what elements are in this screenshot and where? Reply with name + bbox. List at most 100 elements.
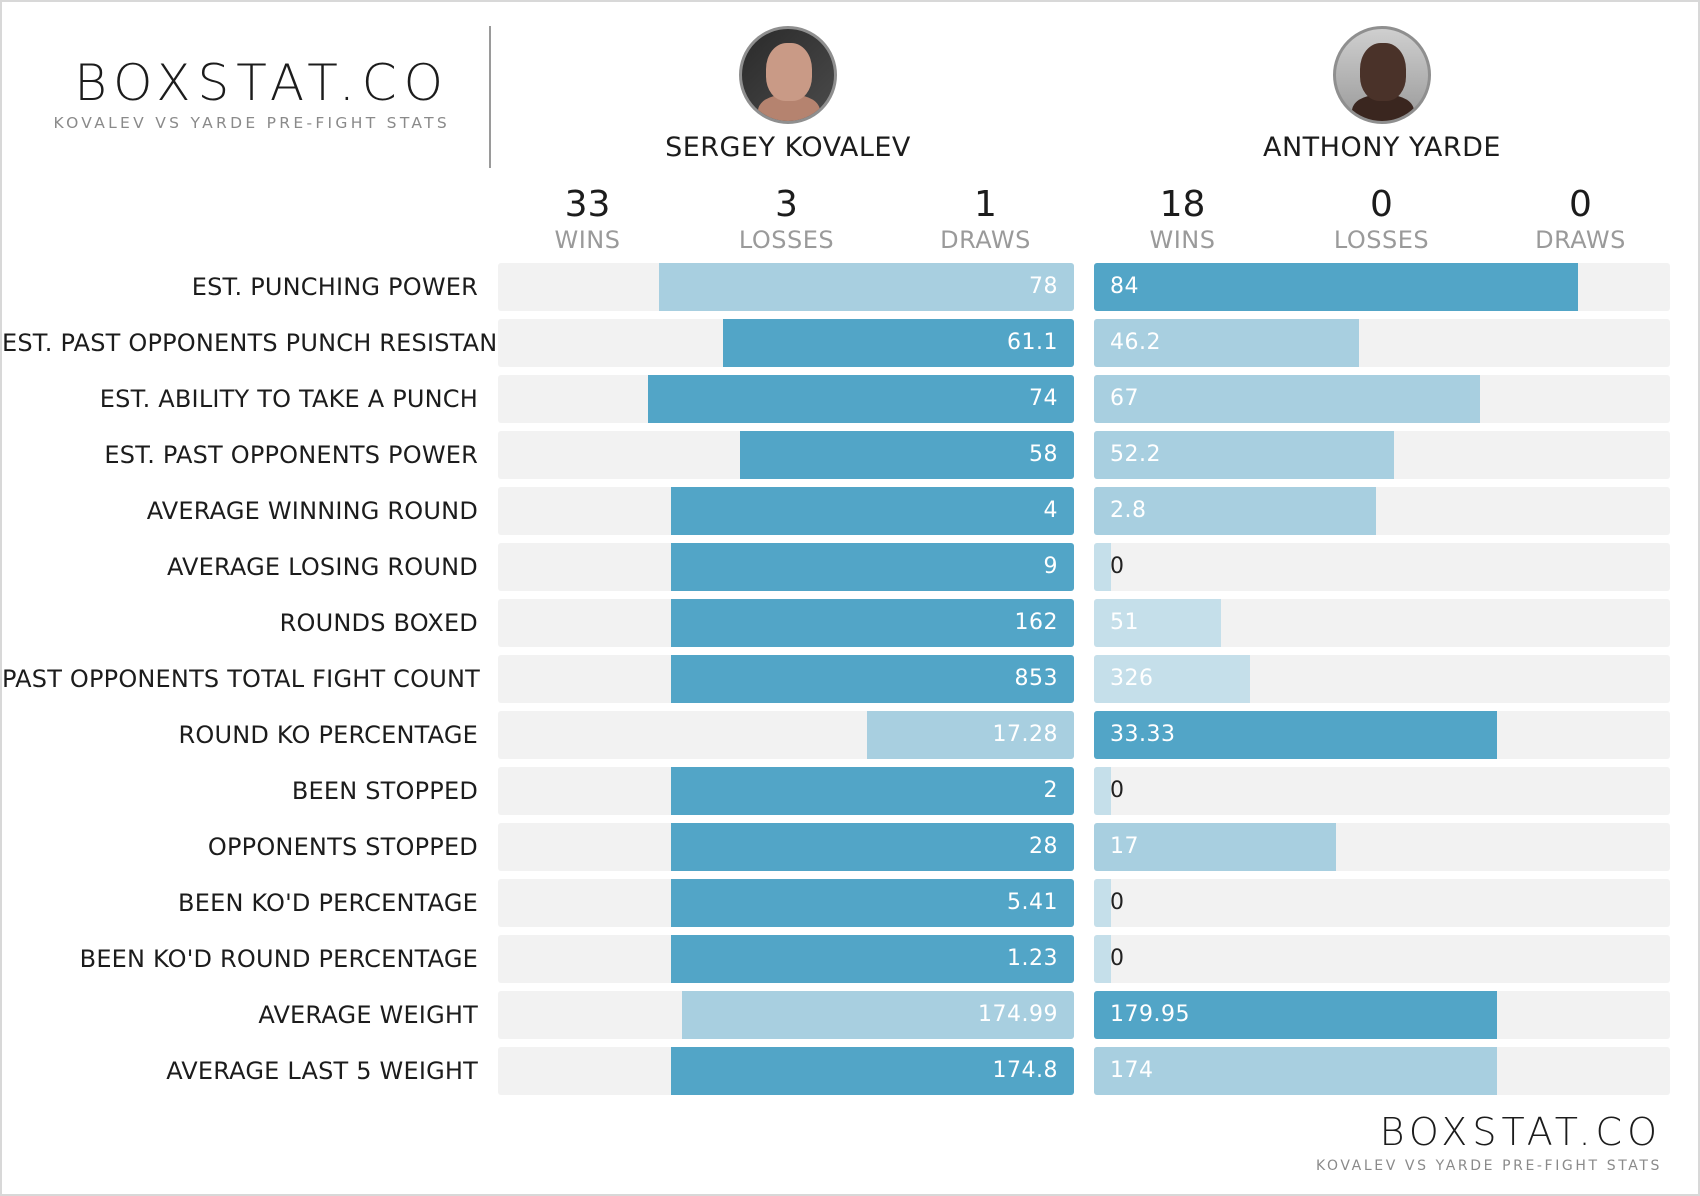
bar [1094, 991, 1497, 1039]
stat-label: EST. ABILITY TO TAKE A PUNCH [99, 385, 478, 413]
footer-title: BOXSTAT.CO [1379, 1110, 1662, 1154]
fighter-portrait-icon [739, 26, 837, 124]
bar-value-label: 853 [1014, 666, 1058, 691]
brand-footer: BOXSTAT.CO KOVALEV VS YARDE PRE-FIGHT ST… [1316, 1110, 1662, 1174]
stat-row: EST. PUNCHING POWER 78 84 [2, 263, 1700, 311]
record-yarde-wins: 18 WINS [1083, 185, 1282, 255]
stat-row: ROUNDS BOXED 162 51 [2, 599, 1700, 647]
bar [671, 487, 1074, 535]
bar-value-label: 5.41 [1007, 890, 1058, 915]
stat-label: BEEN KO'D PERCENTAGE [178, 889, 478, 917]
stat-row: ROUND KO PERCENTAGE 17.28 33.33 [2, 711, 1700, 759]
stat-label: OPPONENTS STOPPED [207, 833, 478, 861]
brand-header: BOXSTAT.CO KOVALEV VS YARDE PRE-FIGHT ST… [2, 54, 450, 132]
bar-value-label: 58 [1029, 442, 1058, 467]
bar-value-label: 33.33 [1110, 722, 1176, 747]
record-label: WINS [554, 226, 621, 254]
bar-track: 2.8 [1094, 487, 1670, 535]
bar-track: 67 [1094, 375, 1670, 423]
record-value: 0 [1569, 184, 1592, 225]
stat-row: EST. PAST OPPONENTS PUNCH RESISTANCE 61.1… [2, 319, 1700, 367]
bar-value-label: 84 [1110, 274, 1139, 299]
stat-label: EST. PAST OPPONENTS POWER [104, 441, 478, 469]
bar-track: 162 [498, 599, 1074, 647]
stat-label: BEEN KO'D ROUND PERCENTAGE [79, 945, 478, 973]
bar-value-label: 17.28 [992, 722, 1058, 747]
bar [671, 823, 1074, 871]
stat-row: AVERAGE WEIGHT 174.99 179.95 [2, 991, 1700, 1039]
stat-row: OPPONENTS STOPPED 28 17 [2, 823, 1700, 871]
bar-track: 51 [1094, 599, 1670, 647]
stat-label: PAST OPPONENTS TOTAL FIGHT COUNT [2, 665, 481, 693]
bar [1094, 319, 1359, 367]
bar [1094, 487, 1376, 535]
bar-track: 46.2 [1094, 319, 1670, 367]
stat-row: BEEN KO'D PERCENTAGE 5.41 0 [2, 879, 1700, 927]
bar-value-label: 2 [1043, 778, 1058, 803]
bar-value-label: 9 [1043, 554, 1058, 579]
bar-track: 58 [498, 431, 1074, 479]
bar-track: 0 [1094, 935, 1670, 983]
brand-subtitle: KOVALEV VS YARDE PRE-FIGHT STATS [53, 114, 450, 132]
stat-label: AVERAGE WEIGHT [258, 1001, 478, 1029]
stat-label: AVERAGE LAST 5 WEIGHT [166, 1057, 478, 1085]
bar-value-label: 2.8 [1110, 498, 1147, 523]
stat-label: EST. PAST OPPONENTS PUNCH RESISTANCE [2, 329, 530, 357]
bar [1094, 375, 1480, 423]
bar [1094, 263, 1578, 311]
fighter-name: SERGEY KOVALEV [665, 132, 911, 163]
bar-value-label: 1.23 [1007, 946, 1058, 971]
stat-label: AVERAGE LOSING ROUND [166, 553, 478, 581]
bar-track: 853 [498, 655, 1074, 703]
bar-track: 326 [1094, 655, 1670, 703]
bar-value-label: 61.1 [1007, 330, 1058, 355]
bar [671, 655, 1074, 703]
bar-value-label: 174 [1110, 1058, 1154, 1083]
record-label: LOSSES [1333, 226, 1430, 254]
bar [723, 319, 1074, 367]
record-yarde-losses: 0 LOSSES [1282, 185, 1481, 255]
bar [648, 375, 1074, 423]
stat-row: PAST OPPONENTS TOTAL FIGHT COUNT 853 326 [2, 655, 1700, 703]
bar-track: 33.33 [1094, 711, 1670, 759]
stat-row: EST. PAST OPPONENTS POWER 58 52.2 [2, 431, 1700, 479]
bar-track: 174 [1094, 1047, 1670, 1095]
stat-row: AVERAGE LAST 5 WEIGHT 174.8 174 [2, 1047, 1700, 1095]
bar-value-label: 51 [1110, 610, 1139, 635]
bar [1094, 935, 1111, 983]
bar [1094, 599, 1221, 647]
bar [671, 935, 1074, 983]
bar [1094, 879, 1111, 927]
bar-value-label: 78 [1029, 274, 1058, 299]
stat-row: AVERAGE WINNING ROUND 4 2.8 [2, 487, 1700, 535]
fighter-kovalev: SERGEY KOVALEV [498, 26, 1078, 163]
bar-value-label: 17 [1110, 834, 1139, 859]
record-label: DRAWS [940, 226, 1031, 254]
bar [740, 431, 1074, 479]
record-value: 1 [974, 184, 997, 225]
bar-track: 179.95 [1094, 991, 1670, 1039]
bar [1094, 1047, 1497, 1095]
header-divider [489, 26, 491, 168]
stat-label: AVERAGE WINNING ROUND [146, 497, 478, 525]
bar-value-label: 0 [1110, 890, 1125, 915]
bar [659, 263, 1074, 311]
stat-label: ROUND KO PERCENTAGE [178, 721, 478, 749]
bar [682, 991, 1074, 1039]
bar-track: 1.23 [498, 935, 1074, 983]
bar-track: 9 [498, 543, 1074, 591]
bar [1094, 655, 1250, 703]
footer-subtitle: KOVALEV VS YARDE PRE-FIGHT STATS [1316, 1158, 1662, 1174]
bar-track: 74 [498, 375, 1074, 423]
bar [1094, 823, 1336, 871]
bar-value-label: 174.99 [978, 1002, 1058, 1027]
record-kovalev-wins: 33 WINS [488, 185, 687, 255]
record-value: 33 [564, 184, 611, 225]
bar-value-label: 67 [1110, 386, 1139, 411]
bar-track: 61.1 [498, 319, 1074, 367]
bar-value-label: 179.95 [1110, 1002, 1190, 1027]
bar-track: 17 [1094, 823, 1670, 871]
record-yarde-draws: 0 DRAWS [1481, 185, 1680, 255]
bar-track: 0 [1094, 543, 1670, 591]
fighter-portrait-icon [1333, 26, 1431, 124]
